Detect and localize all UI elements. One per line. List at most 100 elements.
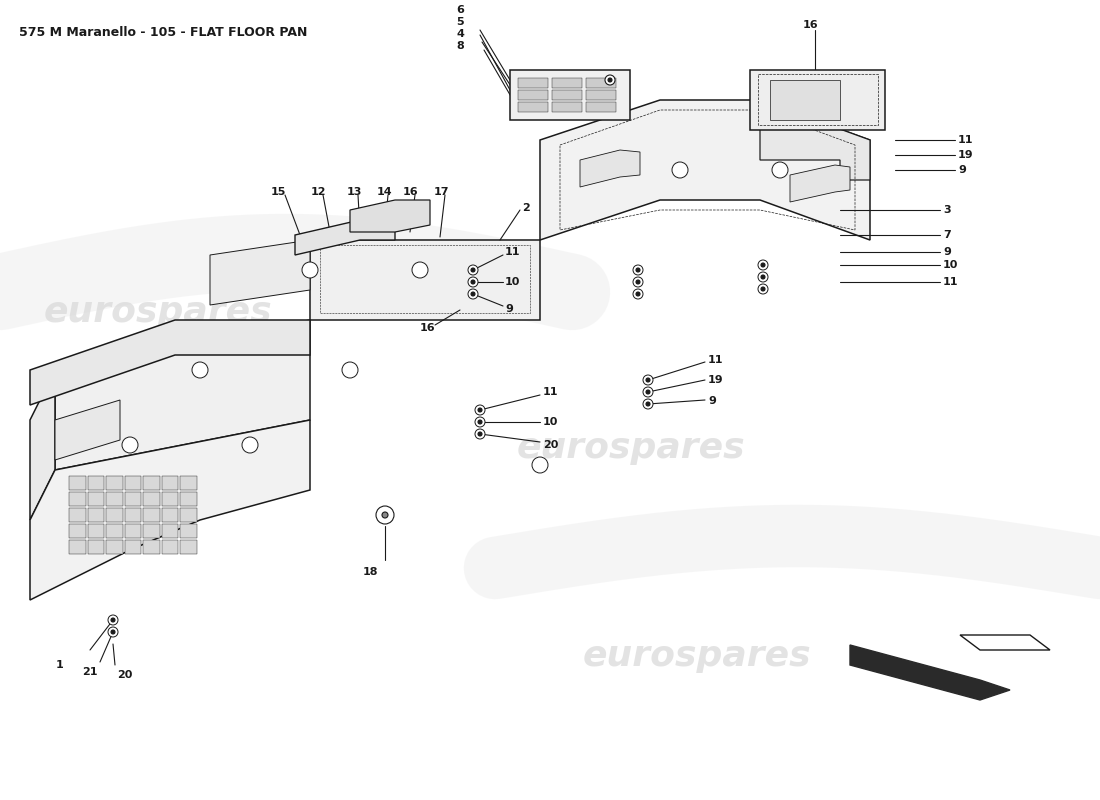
Circle shape xyxy=(608,78,612,82)
Polygon shape xyxy=(30,420,310,600)
Circle shape xyxy=(478,432,482,436)
Polygon shape xyxy=(586,78,616,88)
Polygon shape xyxy=(295,220,395,255)
Circle shape xyxy=(302,262,318,278)
Text: 3: 3 xyxy=(943,205,950,215)
Text: 20: 20 xyxy=(543,440,559,450)
Text: 9: 9 xyxy=(708,396,716,406)
Text: 6: 6 xyxy=(456,5,464,15)
Circle shape xyxy=(532,457,548,473)
Polygon shape xyxy=(30,370,55,520)
Circle shape xyxy=(632,277,644,287)
Text: eurospares: eurospares xyxy=(44,295,273,329)
Polygon shape xyxy=(960,635,1050,650)
Text: 20: 20 xyxy=(118,670,133,680)
Circle shape xyxy=(646,378,650,382)
Circle shape xyxy=(342,362,358,378)
Circle shape xyxy=(122,437,138,453)
Polygon shape xyxy=(180,540,197,554)
Polygon shape xyxy=(540,100,870,240)
Circle shape xyxy=(761,263,764,267)
Polygon shape xyxy=(790,165,850,202)
Circle shape xyxy=(478,408,482,412)
Text: 11: 11 xyxy=(708,355,724,365)
Polygon shape xyxy=(350,200,430,232)
Circle shape xyxy=(471,268,475,272)
Polygon shape xyxy=(106,492,123,506)
Circle shape xyxy=(108,627,118,637)
Circle shape xyxy=(108,615,118,625)
Polygon shape xyxy=(162,540,178,554)
Polygon shape xyxy=(760,100,870,180)
Polygon shape xyxy=(69,492,86,506)
Polygon shape xyxy=(162,524,178,538)
Circle shape xyxy=(111,618,116,622)
Circle shape xyxy=(758,284,768,294)
Circle shape xyxy=(242,437,258,453)
Circle shape xyxy=(471,280,475,284)
Polygon shape xyxy=(552,102,582,112)
Polygon shape xyxy=(510,70,630,120)
Circle shape xyxy=(636,292,640,296)
Polygon shape xyxy=(69,524,86,538)
Circle shape xyxy=(644,399,653,409)
Text: 10: 10 xyxy=(505,277,520,287)
Polygon shape xyxy=(180,492,197,506)
Polygon shape xyxy=(69,508,86,522)
Polygon shape xyxy=(124,524,141,538)
Polygon shape xyxy=(143,508,160,522)
Circle shape xyxy=(382,512,388,518)
Polygon shape xyxy=(552,90,582,100)
Polygon shape xyxy=(180,524,197,538)
Text: 10: 10 xyxy=(943,260,958,270)
Polygon shape xyxy=(55,400,120,460)
Polygon shape xyxy=(143,476,160,490)
Text: 18: 18 xyxy=(362,567,377,577)
Circle shape xyxy=(478,420,482,424)
Circle shape xyxy=(471,292,475,296)
Circle shape xyxy=(111,630,116,634)
Circle shape xyxy=(758,260,768,270)
Circle shape xyxy=(644,375,653,385)
Polygon shape xyxy=(586,102,616,112)
Circle shape xyxy=(646,402,650,406)
Text: 19: 19 xyxy=(708,375,724,385)
Polygon shape xyxy=(310,240,540,320)
Circle shape xyxy=(468,289,478,299)
Circle shape xyxy=(761,287,764,291)
Polygon shape xyxy=(124,476,141,490)
Circle shape xyxy=(672,162,688,178)
Circle shape xyxy=(772,162,788,178)
Text: 16: 16 xyxy=(420,323,436,333)
Text: 16: 16 xyxy=(404,187,419,197)
Circle shape xyxy=(644,387,653,397)
Text: 9: 9 xyxy=(943,247,950,257)
Polygon shape xyxy=(88,476,104,490)
Text: 8: 8 xyxy=(456,41,464,51)
Text: 15: 15 xyxy=(271,187,286,197)
Circle shape xyxy=(475,405,485,415)
Text: 14: 14 xyxy=(376,187,392,197)
Text: 1: 1 xyxy=(56,660,64,670)
Circle shape xyxy=(376,506,394,524)
Text: eurospares: eurospares xyxy=(517,431,746,465)
Polygon shape xyxy=(162,492,178,506)
Polygon shape xyxy=(106,508,123,522)
Text: 575 M Maranello - 105 - FLAT FLOOR PAN: 575 M Maranello - 105 - FLAT FLOOR PAN xyxy=(19,26,307,38)
Polygon shape xyxy=(124,540,141,554)
Circle shape xyxy=(636,280,640,284)
Polygon shape xyxy=(750,70,886,130)
Polygon shape xyxy=(210,240,310,305)
Circle shape xyxy=(761,275,764,279)
Text: 21: 21 xyxy=(82,667,98,677)
Text: 9: 9 xyxy=(505,304,513,314)
Polygon shape xyxy=(552,78,582,88)
Text: 4: 4 xyxy=(456,29,464,39)
Polygon shape xyxy=(124,508,141,522)
Text: 5: 5 xyxy=(456,17,464,27)
Circle shape xyxy=(758,272,768,282)
Polygon shape xyxy=(143,492,160,506)
Polygon shape xyxy=(180,508,197,522)
Polygon shape xyxy=(850,645,1010,700)
Text: 12: 12 xyxy=(310,187,326,197)
